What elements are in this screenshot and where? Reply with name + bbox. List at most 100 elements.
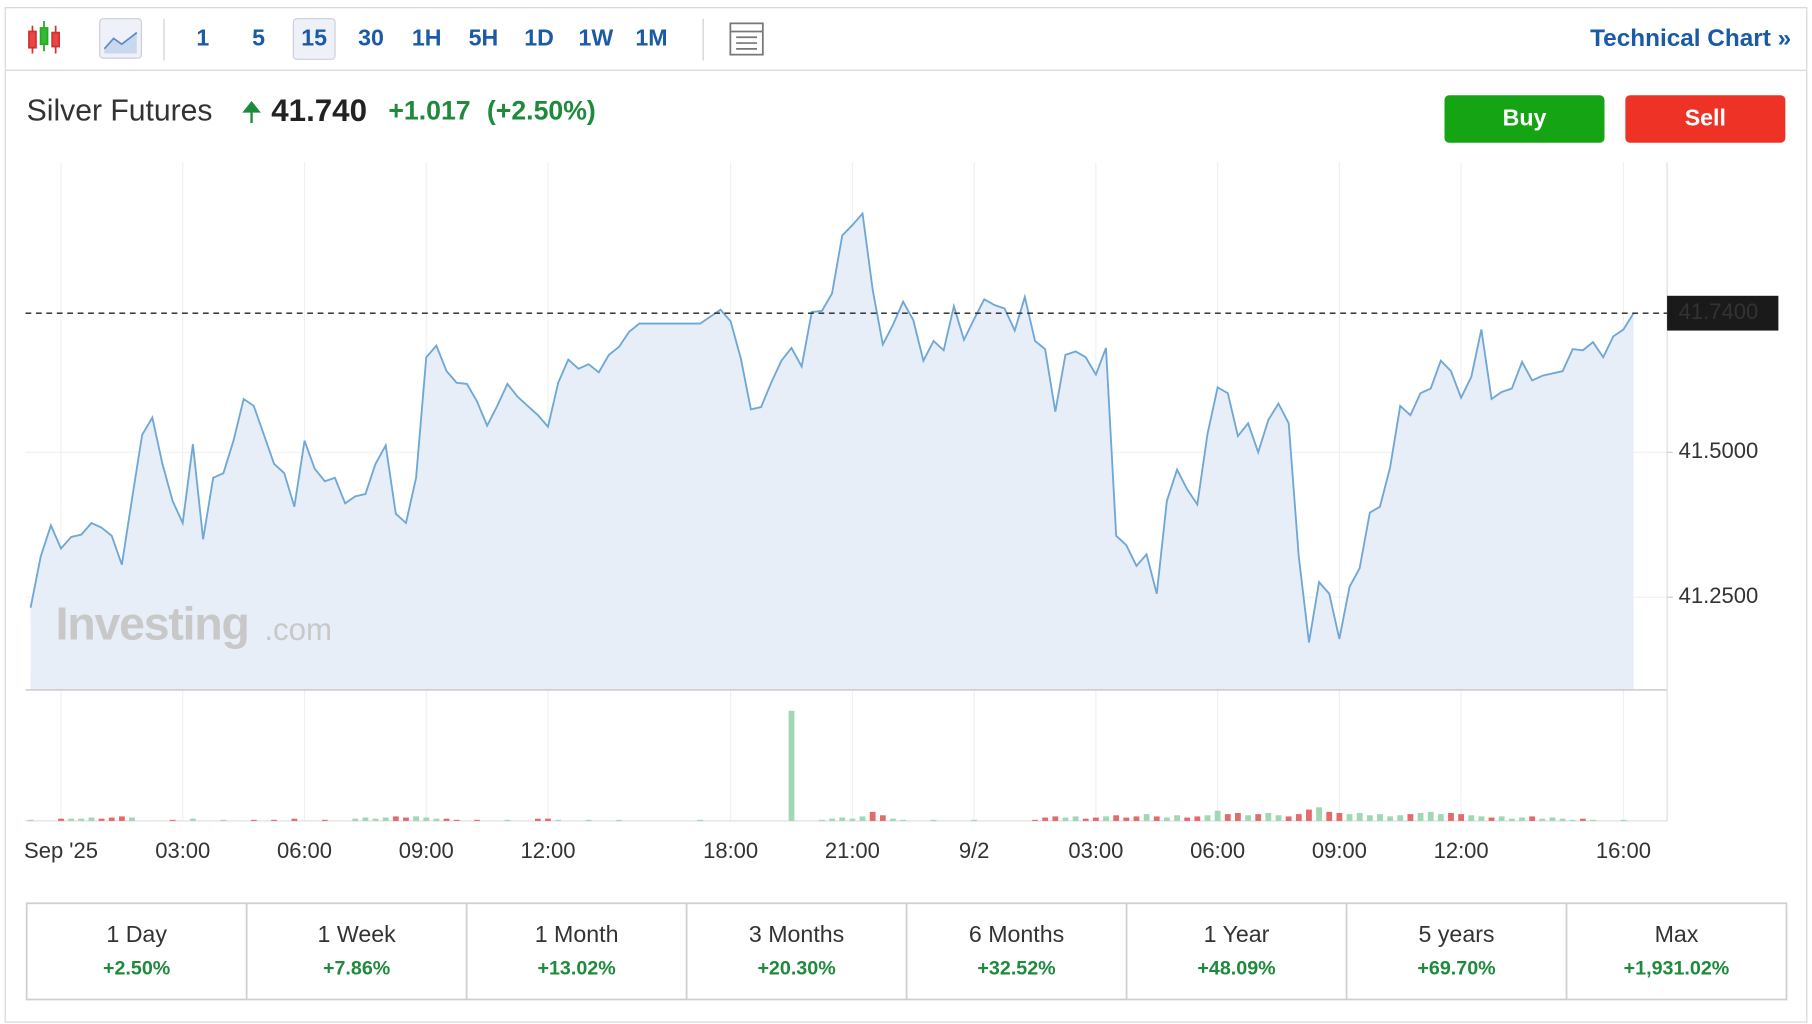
period-label[interactable]: 1 Week (318, 921, 397, 947)
price-area (30, 213, 1634, 690)
volume-bar (1508, 818, 1515, 821)
volume-bar (443, 818, 450, 821)
technical-chart-link[interactable]: Technical Chart » (1590, 25, 1791, 52)
period-label[interactable]: 3 Months (749, 921, 844, 947)
volume-bar (98, 818, 105, 821)
volume-bar (849, 818, 856, 821)
volume-bar (1113, 815, 1120, 821)
x-tick-label: 06:00 (1190, 838, 1245, 863)
volume-bar (697, 819, 704, 821)
volume-bar (1184, 817, 1191, 821)
volume-bar (88, 817, 95, 821)
buy-button[interactable]: Buy (1444, 95, 1605, 143)
x-tick-label: 16:00 (1596, 838, 1651, 863)
volume-bar (1214, 810, 1221, 821)
volume-bar (27, 819, 34, 821)
volume-bar (585, 819, 592, 821)
volume-bar (1620, 819, 1627, 821)
volume-bar (68, 818, 75, 821)
volume-bar (1316, 807, 1322, 821)
volume-bar (555, 819, 562, 821)
volume-bar (890, 818, 896, 821)
table-icon[interactable] (729, 22, 764, 56)
x-tick-label: 03:00 (1068, 838, 1123, 863)
y-tick-label: 41.2500 (1679, 583, 1759, 608)
sell-button[interactable]: Sell (1625, 95, 1786, 143)
interval-button[interactable]: 1D (524, 25, 554, 51)
volume-bar (839, 817, 846, 821)
volume-bar (118, 816, 125, 821)
period-label[interactable]: 6 Months (969, 921, 1064, 947)
period-change: +13.02% (537, 958, 615, 980)
volume-bar (788, 710, 795, 821)
volume-bar (1245, 815, 1251, 821)
volume-bar (1174, 815, 1180, 821)
period-label[interactable]: 1 Year (1204, 921, 1270, 947)
volume-bar (1153, 816, 1160, 821)
volume-bar (474, 819, 480, 821)
watermark-suffix: .com (264, 612, 332, 647)
x-tick-label: 21:00 (825, 838, 880, 863)
period-label[interactable]: 1 Month (535, 921, 619, 947)
sell-bg (1625, 95, 1786, 143)
volume-bar (1397, 815, 1404, 821)
interval-button[interactable]: 1M (635, 25, 667, 51)
buy-label[interactable]: Buy (1503, 105, 1547, 131)
volume-bar (1265, 813, 1272, 821)
interval-button[interactable]: 1 (196, 25, 209, 51)
volume-bar (78, 818, 85, 821)
volume-bar (321, 819, 328, 821)
plot: 41.2500 41.5000 Sep '25 03:00 06:00 09:00 12:0… (24, 162, 1779, 863)
interval-selected (292, 18, 336, 60)
volume-bar (1255, 814, 1262, 821)
volume-bar (1437, 814, 1444, 821)
volume-bar (616, 819, 622, 821)
volume-bar (1143, 814, 1150, 821)
up-arrow (242, 101, 261, 124)
period-label[interactable]: 1 Day (106, 921, 167, 947)
price-change-pct: (+2.50%) (487, 96, 596, 126)
watermark-brand: Investing (56, 598, 249, 650)
volume-bar (1052, 816, 1059, 821)
period-table: 1 Day +2.50% 1 Week +7.86% 1 Month +13.02% 3 M… (25, 902, 1788, 1001)
volume-bar (859, 816, 866, 821)
volume-bar (971, 819, 978, 821)
interval-button[interactable]: 1W (579, 25, 614, 51)
volume-bar (1407, 814, 1414, 821)
volume-bar (1478, 816, 1485, 821)
period-change: +1,931.02% (1624, 958, 1730, 980)
volume-bar (1224, 814, 1231, 821)
price-change: +1.017 (388, 96, 470, 126)
x-tick-label: Sep '25 (24, 838, 98, 863)
instrument-name: Silver Futures (27, 95, 213, 128)
y-tick-label: 41.5000 (1679, 438, 1759, 463)
period-change: +20.30% (757, 958, 835, 980)
volume-bar (1458, 814, 1465, 821)
volume-bar (1468, 815, 1475, 821)
sell-label[interactable]: Sell (1685, 105, 1726, 131)
period-label[interactable]: Max (1655, 921, 1699, 947)
period-label[interactable]: 5 years (1419, 921, 1495, 947)
interval-button[interactable]: 30 (358, 25, 384, 51)
x-tick-label: 12:00 (1434, 838, 1489, 863)
interval-button[interactable]: 5 (252, 25, 265, 51)
volume-bar (1539, 818, 1546, 821)
volume-bar (930, 819, 937, 821)
volume-bar (1042, 817, 1049, 821)
volume-bar (545, 818, 551, 821)
volume-bar (1356, 813, 1363, 821)
volume-bar (372, 818, 379, 821)
volume-bar (1417, 813, 1424, 821)
last-price-label: 41.7400 (1679, 299, 1759, 324)
x-tick-label: 03:00 (155, 838, 210, 863)
period-change: +32.52% (977, 958, 1055, 980)
volume-bar (1204, 815, 1211, 821)
candle-icon[interactable] (28, 21, 60, 54)
period-change: +7.86% (323, 958, 390, 980)
interval-button[interactable]: 1H (412, 25, 442, 51)
line-icon[interactable] (99, 18, 143, 59)
volume-bar (504, 819, 511, 821)
interval-button[interactable]: 15 (301, 25, 327, 51)
interval-button[interactable]: 5H (469, 25, 499, 51)
